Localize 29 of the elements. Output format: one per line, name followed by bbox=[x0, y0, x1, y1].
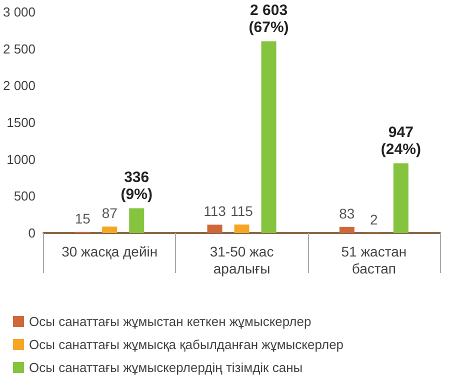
y-tick-label: 1000 bbox=[6, 152, 36, 167]
y-tick-label: 2 000 bbox=[2, 78, 36, 94]
y-tick-label: 3 000 bbox=[2, 4, 36, 20]
bar bbox=[261, 41, 276, 233]
bar bbox=[339, 226, 354, 233]
data-label: 2 603 (67%) bbox=[248, 2, 289, 36]
data-label: 2 bbox=[370, 211, 378, 228]
data-label: 336 (9%) bbox=[120, 169, 152, 204]
x-tick-label: 51 жастан бастап bbox=[341, 244, 407, 276]
data-label: 83 bbox=[339, 205, 355, 222]
data-label: 115 bbox=[230, 203, 254, 220]
data-label: 15 bbox=[74, 210, 91, 226]
bar bbox=[207, 224, 222, 233]
y-tick-label: 2 500 bbox=[2, 41, 36, 56]
x-tick-label: 31-50 жас аралығы bbox=[210, 244, 274, 276]
bar bbox=[393, 163, 408, 233]
bar bbox=[102, 226, 118, 233]
data-label: 947 (24%) bbox=[380, 124, 421, 158]
y-tick-label: 0 bbox=[28, 226, 36, 240]
legend-label: Осы санаттағы жұмыстан кеткен жұмыскерлер bbox=[29, 314, 312, 329]
y-tick-label: 500 bbox=[14, 188, 36, 204]
legend-label: Осы санаттағы жұмысқа қабылданған жұмыскерлер bbox=[29, 337, 344, 352]
bar bbox=[129, 208, 144, 233]
data-label: 87 bbox=[102, 205, 118, 222]
bar bbox=[234, 224, 250, 233]
data-label: 113 bbox=[204, 203, 226, 220]
legend-label: Осы санаттағы жұмыскерлердің тізімдік саны bbox=[29, 360, 303, 375]
y-tick-label: 1500 bbox=[6, 115, 36, 130]
x-tick-label: 30 жасқа дейін bbox=[62, 244, 158, 260]
